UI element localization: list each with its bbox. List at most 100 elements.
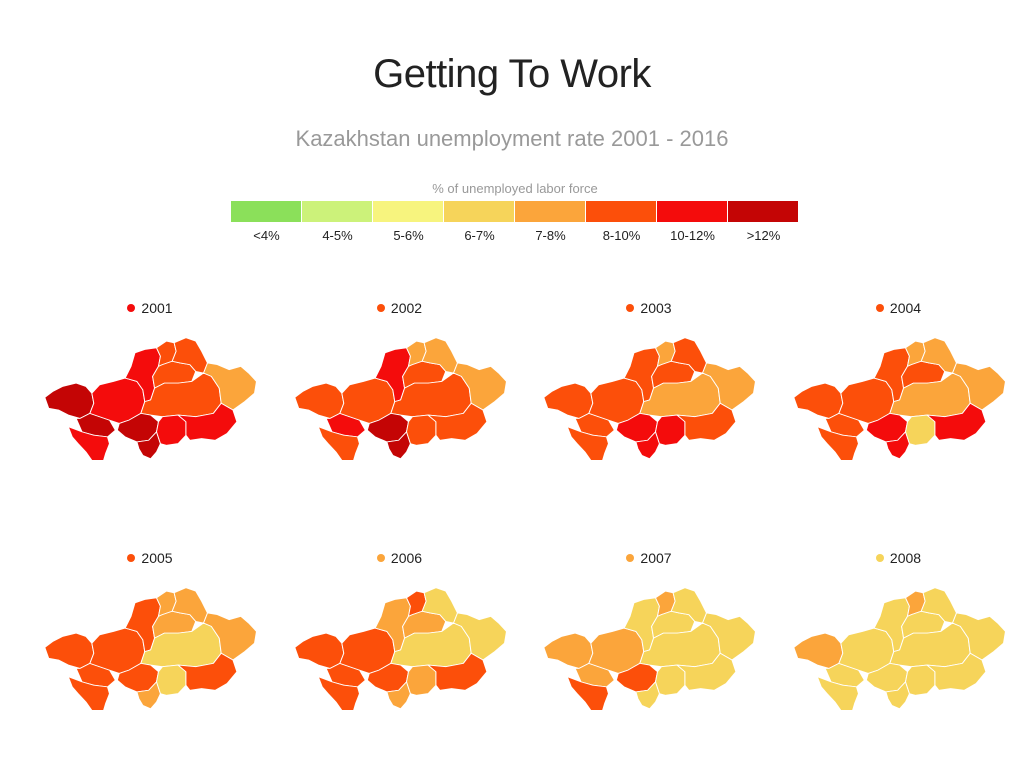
region-west-kazakhstan[interactable] xyxy=(792,632,843,669)
legend-label: 10-12% xyxy=(670,228,715,243)
legend-title: % of unemployed labor force xyxy=(432,181,598,196)
kazakhstan-map xyxy=(543,587,756,711)
region-zhambyl[interactable] xyxy=(405,414,436,446)
region-zhambyl[interactable] xyxy=(655,664,686,696)
legend-label: 7-8% xyxy=(535,228,566,243)
region-almaty[interactable] xyxy=(676,652,737,691)
region-almaty[interactable] xyxy=(177,402,238,441)
region-west-kazakhstan[interactable] xyxy=(792,382,843,419)
year-text: 2003 xyxy=(640,300,672,316)
region-zhambyl[interactable] xyxy=(904,664,935,696)
region-akmola[interactable] xyxy=(152,610,197,639)
map-panel-2008: 2008 xyxy=(774,550,1024,720)
legend-swatch xyxy=(515,201,585,222)
legend-swatch xyxy=(231,201,301,222)
legend-label: 5-6% xyxy=(393,228,424,243)
map-year-label: 2004 xyxy=(774,300,1024,316)
region-west-kazakhstan[interactable] xyxy=(44,632,95,669)
legend-labels: <4% 4-5% 5-6% 6-7% 7-8% 8-10% 10-12% >12% xyxy=(231,228,799,243)
legend-label: <4% xyxy=(253,228,280,243)
map-year-label: 2001 xyxy=(25,300,275,316)
region-pavlodar[interactable] xyxy=(670,587,707,624)
map-panel-2007: 2007 xyxy=(524,550,774,720)
region-pavlodar[interactable] xyxy=(421,587,458,624)
region-pavlodar[interactable] xyxy=(171,587,208,624)
region-south-kazakhstan[interactable] xyxy=(884,681,910,710)
region-south-kazakhstan[interactable] xyxy=(635,431,660,460)
region-zhambyl[interactable] xyxy=(904,414,935,446)
region-east-kazakhstan[interactable] xyxy=(951,362,1006,411)
page-title: Getting To Work xyxy=(373,52,651,96)
region-south-kazakhstan[interactable] xyxy=(385,431,411,460)
color-legend: % of unemployed labor force <4% 4-5% 5-6% 6… xyxy=(231,181,799,243)
national-rate-dot xyxy=(127,554,136,562)
region-mangystau[interactable] xyxy=(566,676,609,711)
region-pavlodar[interactable] xyxy=(421,337,458,374)
region-mangystau[interactable] xyxy=(566,426,609,461)
region-akmola[interactable] xyxy=(651,360,696,389)
region-east-kazakhstan[interactable] xyxy=(203,362,257,411)
national-rate-dot xyxy=(626,554,635,562)
region-mangystau[interactable] xyxy=(317,426,360,461)
region-zhambyl[interactable] xyxy=(405,664,436,696)
region-akmola[interactable] xyxy=(651,610,696,639)
map-year-label: 2007 xyxy=(524,550,774,566)
region-akmola[interactable] xyxy=(401,360,446,389)
kazakhstan-map xyxy=(293,337,507,461)
region-pavlodar[interactable] xyxy=(920,337,957,374)
region-akmola[interactable] xyxy=(152,360,197,389)
region-pavlodar[interactable] xyxy=(920,587,957,624)
region-almaty[interactable] xyxy=(177,652,238,691)
region-west-kazakhstan[interactable] xyxy=(293,382,344,419)
region-east-kazakhstan[interactable] xyxy=(203,612,257,661)
region-west-kazakhstan[interactable] xyxy=(543,382,594,419)
map-year-label: 2005 xyxy=(25,550,275,566)
region-almaty[interactable] xyxy=(427,402,487,441)
region-almaty[interactable] xyxy=(926,402,986,441)
region-south-kazakhstan[interactable] xyxy=(136,431,161,460)
legend-swatch xyxy=(657,201,727,222)
page-subtitle: Kazakhstan unemployment rate 2001 - 2016 xyxy=(295,126,729,151)
legend-swatch xyxy=(728,201,798,222)
national-rate-dot xyxy=(875,554,884,562)
region-almaty[interactable] xyxy=(926,652,986,691)
map-year-label: 2006 xyxy=(275,550,525,566)
region-south-kazakhstan[interactable] xyxy=(136,681,161,710)
region-mangystau[interactable] xyxy=(67,426,110,461)
region-pavlodar[interactable] xyxy=(171,337,208,374)
region-south-kazakhstan[interactable] xyxy=(385,681,411,710)
national-rate-dot xyxy=(127,304,136,312)
legend-swatch xyxy=(373,201,443,222)
region-south-kazakhstan[interactable] xyxy=(884,431,910,460)
region-mangystau[interactable] xyxy=(67,676,110,711)
legend-swatch xyxy=(586,201,656,222)
region-zhambyl[interactable] xyxy=(655,414,686,446)
region-pavlodar[interactable] xyxy=(670,337,707,374)
region-west-kazakhstan[interactable] xyxy=(543,632,594,669)
legend-label: >12% xyxy=(746,228,781,243)
kazakhstan-map xyxy=(792,587,1006,711)
region-east-kazakhstan[interactable] xyxy=(702,362,756,411)
kazakhstan-map xyxy=(44,337,257,461)
region-mangystau[interactable] xyxy=(816,676,859,711)
region-almaty[interactable] xyxy=(676,402,737,441)
region-east-kazakhstan[interactable] xyxy=(702,612,756,661)
national-rate-dot xyxy=(626,304,635,312)
region-west-kazakhstan[interactable] xyxy=(293,632,344,669)
region-zhambyl[interactable] xyxy=(156,664,187,696)
region-west-kazakhstan[interactable] xyxy=(44,382,95,419)
year-text: 2001 xyxy=(141,300,173,316)
region-zhambyl[interactable] xyxy=(156,414,187,446)
kazakhstan-map xyxy=(44,587,257,711)
map-year-label: 2002 xyxy=(275,300,525,316)
region-east-kazakhstan[interactable] xyxy=(452,612,507,661)
region-south-kazakhstan[interactable] xyxy=(635,681,660,710)
region-akmola[interactable] xyxy=(900,360,945,389)
region-akmola[interactable] xyxy=(900,610,945,639)
region-akmola[interactable] xyxy=(401,610,446,639)
region-almaty[interactable] xyxy=(427,652,487,691)
region-mangystau[interactable] xyxy=(816,426,859,461)
region-east-kazakhstan[interactable] xyxy=(452,362,507,411)
region-mangystau[interactable] xyxy=(317,676,360,711)
region-east-kazakhstan[interactable] xyxy=(951,612,1006,661)
